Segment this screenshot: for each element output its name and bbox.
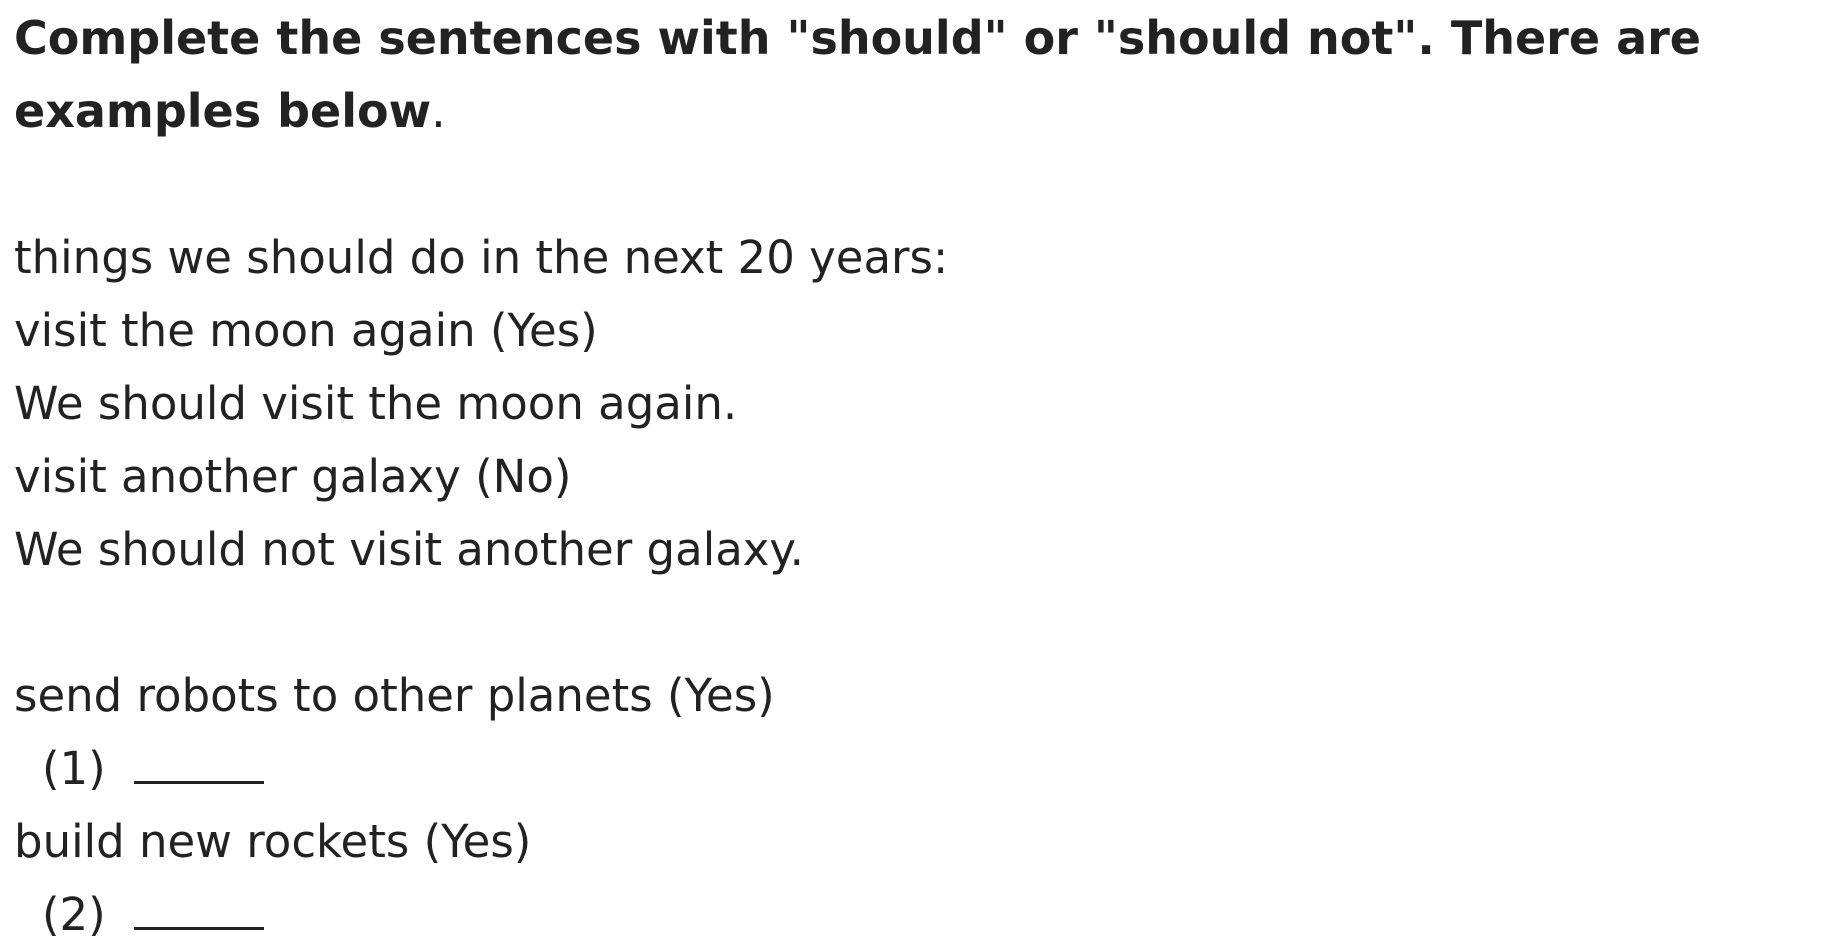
question-prompt-1: send robots to other planets (Yes) [14,669,775,722]
spacer [14,148,1814,221]
example-prompt-1: visit the moon again (Yes) [14,304,598,357]
instruction-main: Complete the sentences with "should" or … [14,11,1701,138]
question-number-1: (1) [42,742,106,795]
question-prompt-2: build new rockets (Yes) [14,815,532,868]
worksheet: Complete the sentences with "should" or … [14,0,1814,951]
instruction-period: . [431,84,446,138]
answer-blank-2[interactable] [133,887,264,930]
example-sentence-1: We should visit the moon again. [14,377,738,430]
question-number-2: (2) [42,888,106,941]
examples-heading: things we should do in the next 20 years… [14,231,949,284]
example-sentence-2: We should not visit another galaxy. [14,523,804,576]
answer-blank-1[interactable] [133,741,264,784]
example-prompt-2: visit another galaxy (No) [14,450,572,503]
instruction-text: Complete the sentences with "should" or … [14,0,1814,148]
answer-line-1: (1) [14,732,1814,805]
spacer [14,586,1814,659]
answer-line-2: (2) [14,878,1814,951]
